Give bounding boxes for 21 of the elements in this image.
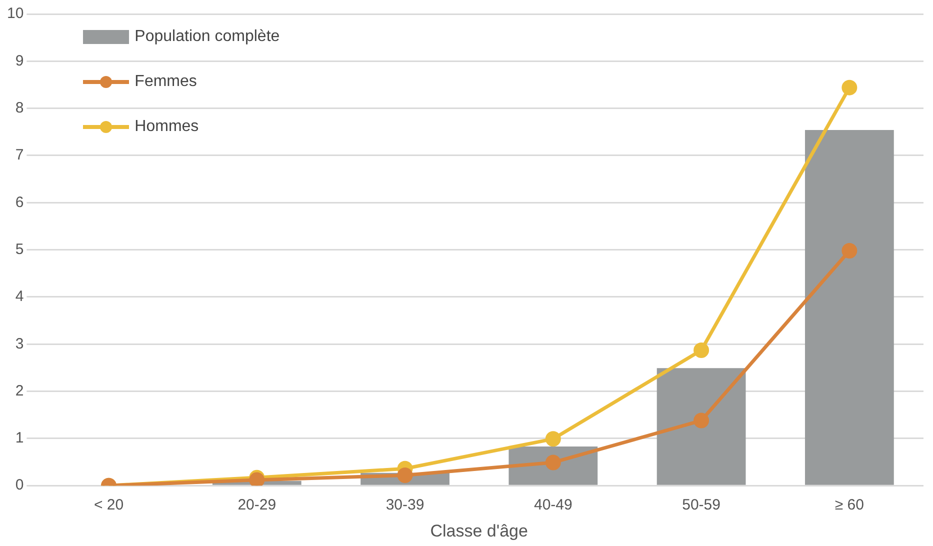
y-tick-label: 4 — [15, 288, 24, 306]
x-tick-label: < 20 — [94, 496, 124, 514]
y-tick-label: 2 — [15, 382, 24, 400]
legend-label: Femmes — [134, 72, 197, 90]
legend-label: Hommes — [134, 118, 199, 136]
y-tick-label: 5 — [15, 240, 24, 258]
y-tick-label: 1 — [15, 430, 24, 447]
y-tick-label: 0 — [15, 476, 24, 494]
y-tick-label: 6 — [15, 194, 24, 211]
x-tick-label: ≥ 60 — [834, 496, 864, 514]
x-tick-label: 30-39 — [386, 496, 424, 514]
x-tick-label: 50-59 — [682, 496, 720, 514]
y-tick-label: 9 — [15, 52, 24, 70]
legend-label: Population complète — [134, 28, 280, 46]
y-tick-label: 3 — [15, 335, 24, 352]
y-tick-label: 7 — [15, 146, 24, 164]
y-tick-label: 8 — [15, 99, 24, 116]
y-tick-label: 10 — [6, 5, 24, 22]
x-tick-label: 20-29 — [238, 496, 276, 514]
x-tick-label: 40-49 — [534, 496, 572, 514]
x-axis-title: Classe d'âge — [430, 521, 528, 540]
